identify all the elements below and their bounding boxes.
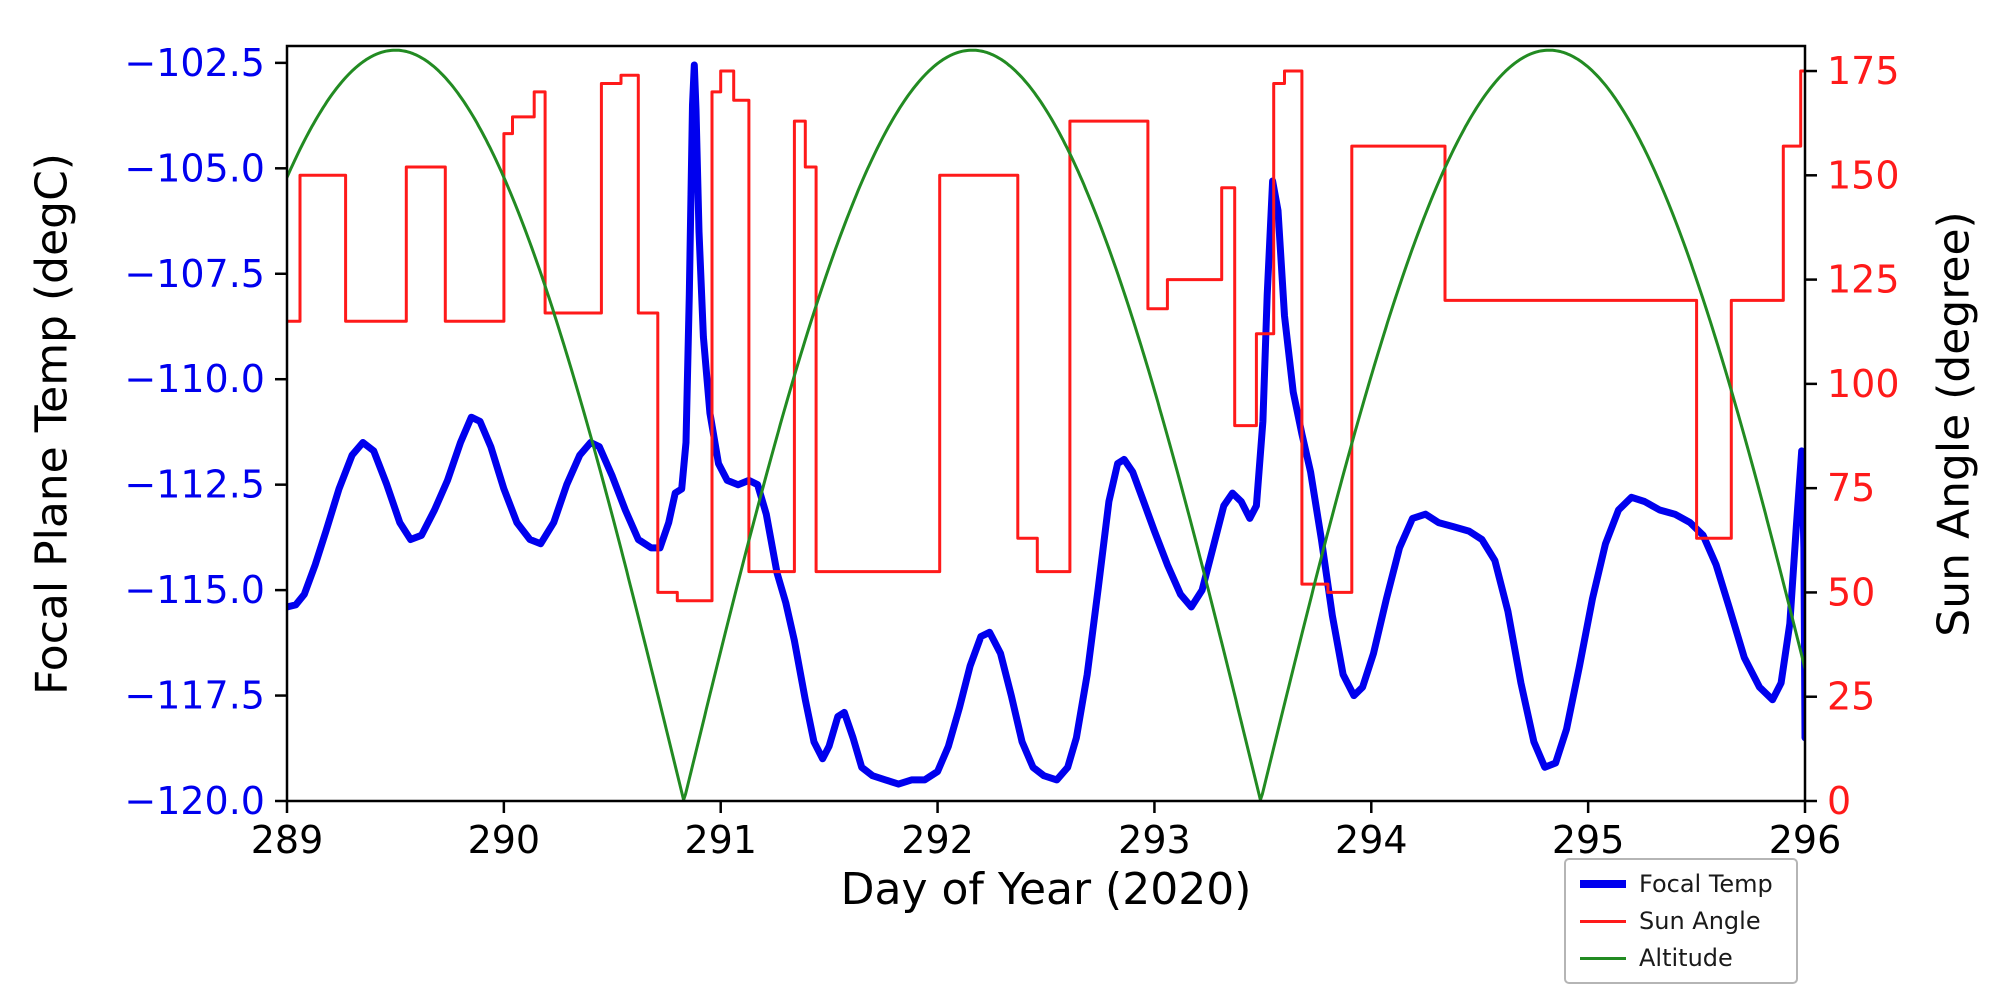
sun-angle-line: [287, 69, 1805, 603]
right-y-tick-label: 50: [1827, 570, 1875, 614]
left-y-tick-label: −105.0: [124, 146, 265, 190]
x-tick-label: 292: [901, 818, 974, 862]
plot-border: [285, 44, 1807, 803]
x-axis-label: Day of Year (2020): [840, 864, 1252, 915]
left-y-tick-label: −120.0: [124, 779, 265, 823]
altitude-line: [287, 48, 1805, 801]
legend-label-focal-temp: Focal Temp: [1639, 870, 1773, 898]
x-tick-label: 294: [1335, 818, 1408, 862]
legend-label-sun-angle: Sun Angle: [1639, 907, 1761, 935]
right-y-tick-label: 100: [1827, 362, 1900, 406]
legend-item-sun-angle: Sun Angle: [1580, 907, 1782, 935]
legend-label-altitude: Altitude: [1639, 944, 1733, 972]
sun-angle-line-swatch: [1580, 919, 1626, 923]
x-tick-label: 289: [251, 818, 324, 862]
focal-temp-line-swatch: [1580, 880, 1626, 888]
left-y-tick-label: −117.5: [124, 674, 265, 718]
right-y-tick-label: 150: [1827, 153, 1900, 197]
x-tick-label: 291: [684, 818, 757, 862]
right-y-tick-label: 175: [1827, 49, 1900, 93]
focal-temp-line: [287, 61, 1805, 788]
x-tick-label: 293: [1118, 818, 1191, 862]
left-y-tick-label: −107.5: [124, 252, 265, 296]
left-y-axis-label: Focal Plane Temp (degC): [26, 153, 78, 695]
left-y-tick-label: −102.5: [124, 41, 265, 85]
legend: Focal Temp Sun Angle Altitude: [1564, 858, 1798, 984]
right-y-tick-label: 75: [1827, 466, 1875, 510]
x-tick-label: 290: [468, 818, 541, 862]
left-y-tick-label: −112.5: [124, 463, 265, 507]
right-y-tick-label: 25: [1827, 675, 1875, 719]
legend-item-altitude: Altitude: [1580, 944, 1782, 972]
x-tick-label: 296: [1769, 818, 1842, 862]
left-y-tick-label: −115.0: [124, 568, 265, 612]
left-y-tick-label: −110.0: [124, 357, 265, 401]
right-y-tick-label: 0: [1827, 779, 1851, 823]
legend-item-focal-temp: Focal Temp: [1580, 870, 1782, 898]
right-y-axis-label: Sun Angle (degree): [1928, 211, 1980, 637]
right-y-tick-label: 125: [1827, 258, 1900, 302]
x-tick-label: 295: [1552, 818, 1625, 862]
altitude-line-swatch: [1580, 956, 1626, 960]
